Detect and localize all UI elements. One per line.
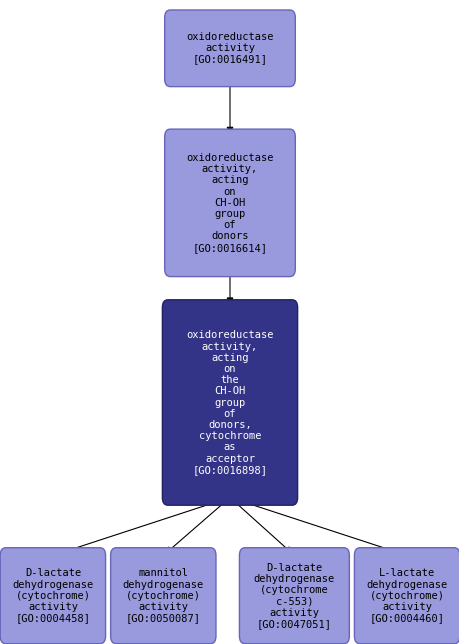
FancyBboxPatch shape — [0, 547, 106, 644]
Text: oxidoreductase
activity
[GO:0016491]: oxidoreductase activity [GO:0016491] — [186, 32, 273, 64]
Text: L-lactate
dehydrogenase
(cytochrome)
activity
[GO:0004460]: L-lactate dehydrogenase (cytochrome) act… — [366, 568, 447, 623]
FancyBboxPatch shape — [354, 547, 459, 644]
FancyBboxPatch shape — [111, 547, 216, 644]
FancyBboxPatch shape — [164, 10, 295, 86]
Text: oxidoreductase
activity,
acting
on
the
CH-OH
group
of
donors,
cytochrome
as
acce: oxidoreductase activity, acting on the C… — [186, 330, 273, 475]
Text: D-lactate
dehydrogenase
(cytochrome
c-553)
activity
[GO:0047051]: D-lactate dehydrogenase (cytochrome c-55… — [253, 563, 334, 629]
FancyBboxPatch shape — [164, 129, 295, 277]
Text: mannitol
dehydrogenase
(cytochrome)
activity
[GO:0050087]: mannitol dehydrogenase (cytochrome) acti… — [123, 568, 203, 623]
FancyBboxPatch shape — [239, 547, 349, 644]
Text: oxidoreductase
activity,
acting
on
CH-OH
group
of
donors
[GO:0016614]: oxidoreductase activity, acting on CH-OH… — [186, 153, 273, 252]
FancyBboxPatch shape — [162, 300, 297, 505]
Text: D-lactate
dehydrogenase
(cytochrome)
activity
[GO:0004458]: D-lactate dehydrogenase (cytochrome) act… — [12, 568, 93, 623]
